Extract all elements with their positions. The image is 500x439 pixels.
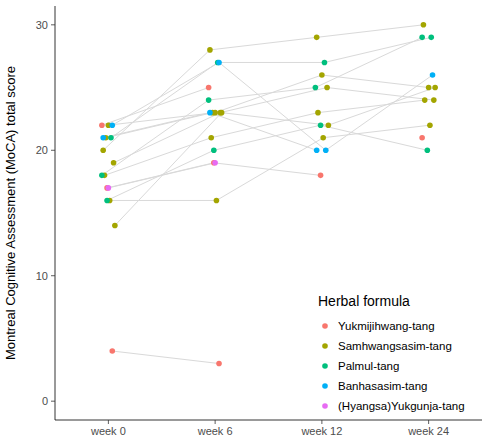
legend: Herbal formula Yukmijihwang-tang Samhwangs… [318,293,465,412]
legend-label: Palmul-tang [338,360,399,372]
y-tick [51,401,55,402]
point [214,198,220,204]
point [207,110,213,116]
point [216,60,222,66]
y-tick-label: 20 [36,144,48,156]
lines [102,25,435,364]
patient-line [106,113,213,138]
point [216,361,222,367]
point [109,348,115,354]
point [99,173,105,179]
point [319,72,325,78]
patient-line [108,163,215,188]
patient-line [112,351,219,364]
point [314,35,320,41]
point [100,135,106,141]
y-tick [51,24,55,25]
patient-line [114,88,434,163]
patient-line [111,37,431,137]
point [109,122,115,128]
point [99,122,105,128]
y-tick-label: 10 [36,270,48,282]
point [206,97,212,103]
point [426,85,432,91]
legend-marker [322,403,328,409]
x-tick-label: week 12 [300,425,342,437]
legend-label: Banhasasim-tang [338,380,428,392]
patient-line [112,62,432,150]
point [211,147,217,153]
point [100,147,106,153]
point [111,160,117,166]
x-tick [428,420,429,424]
legend-label: (Hyangsa)Yukgunja-tang [338,400,465,412]
legend-marker [322,383,328,389]
point [314,147,320,153]
point [112,223,118,229]
y-tick-label: 30 [36,19,48,31]
point [326,122,332,128]
point [313,85,319,91]
point [318,122,324,128]
patient-line [107,125,427,200]
legend-marker [322,343,328,349]
y-tick [51,275,55,276]
point [428,35,434,41]
x-tick [215,420,216,424]
plot-area [99,22,438,366]
legend-label: Yukmijihwang-tang [338,320,435,332]
x-axis-line [55,420,482,421]
legend-label: Samhwangsasim-tang [338,340,452,352]
point [208,135,214,141]
points [99,22,438,366]
point [108,135,114,141]
x-tick-label: week 0 [90,425,126,437]
x-tick [108,420,109,424]
point [422,97,428,103]
point [104,198,110,204]
point [323,147,329,153]
point [206,85,212,91]
point [106,185,112,191]
legend-title: Herbal formula [318,293,410,309]
x-tick [321,420,322,424]
legend-marker [322,363,328,369]
point [419,135,425,141]
patient-line [107,163,321,188]
point [320,135,326,141]
point [425,147,431,153]
point [431,97,437,103]
patient-line [102,37,422,175]
point [419,35,425,41]
point [427,122,433,128]
point [212,160,218,166]
point [315,110,321,116]
point [207,47,213,53]
y-axis-line [55,6,56,420]
x-tick-label: week 6 [197,425,233,437]
point [421,22,427,28]
y-tick [51,150,55,151]
point [322,60,328,66]
y-axis-title: Montreal Cognitive Assessment (MoCA) tot… [3,66,18,360]
point [430,72,436,78]
chart: 0 10 20 30 week 0 week 6 week 12 week 24 Montrea… [0,0,500,439]
point [324,85,330,91]
legend-marker [322,323,328,329]
patient-line [103,113,316,151]
point [318,173,324,179]
patient-line [104,100,424,175]
point [432,85,438,91]
point [219,110,225,116]
x-tick-label: week 24 [407,425,449,437]
y-tick-label: 0 [42,395,48,407]
